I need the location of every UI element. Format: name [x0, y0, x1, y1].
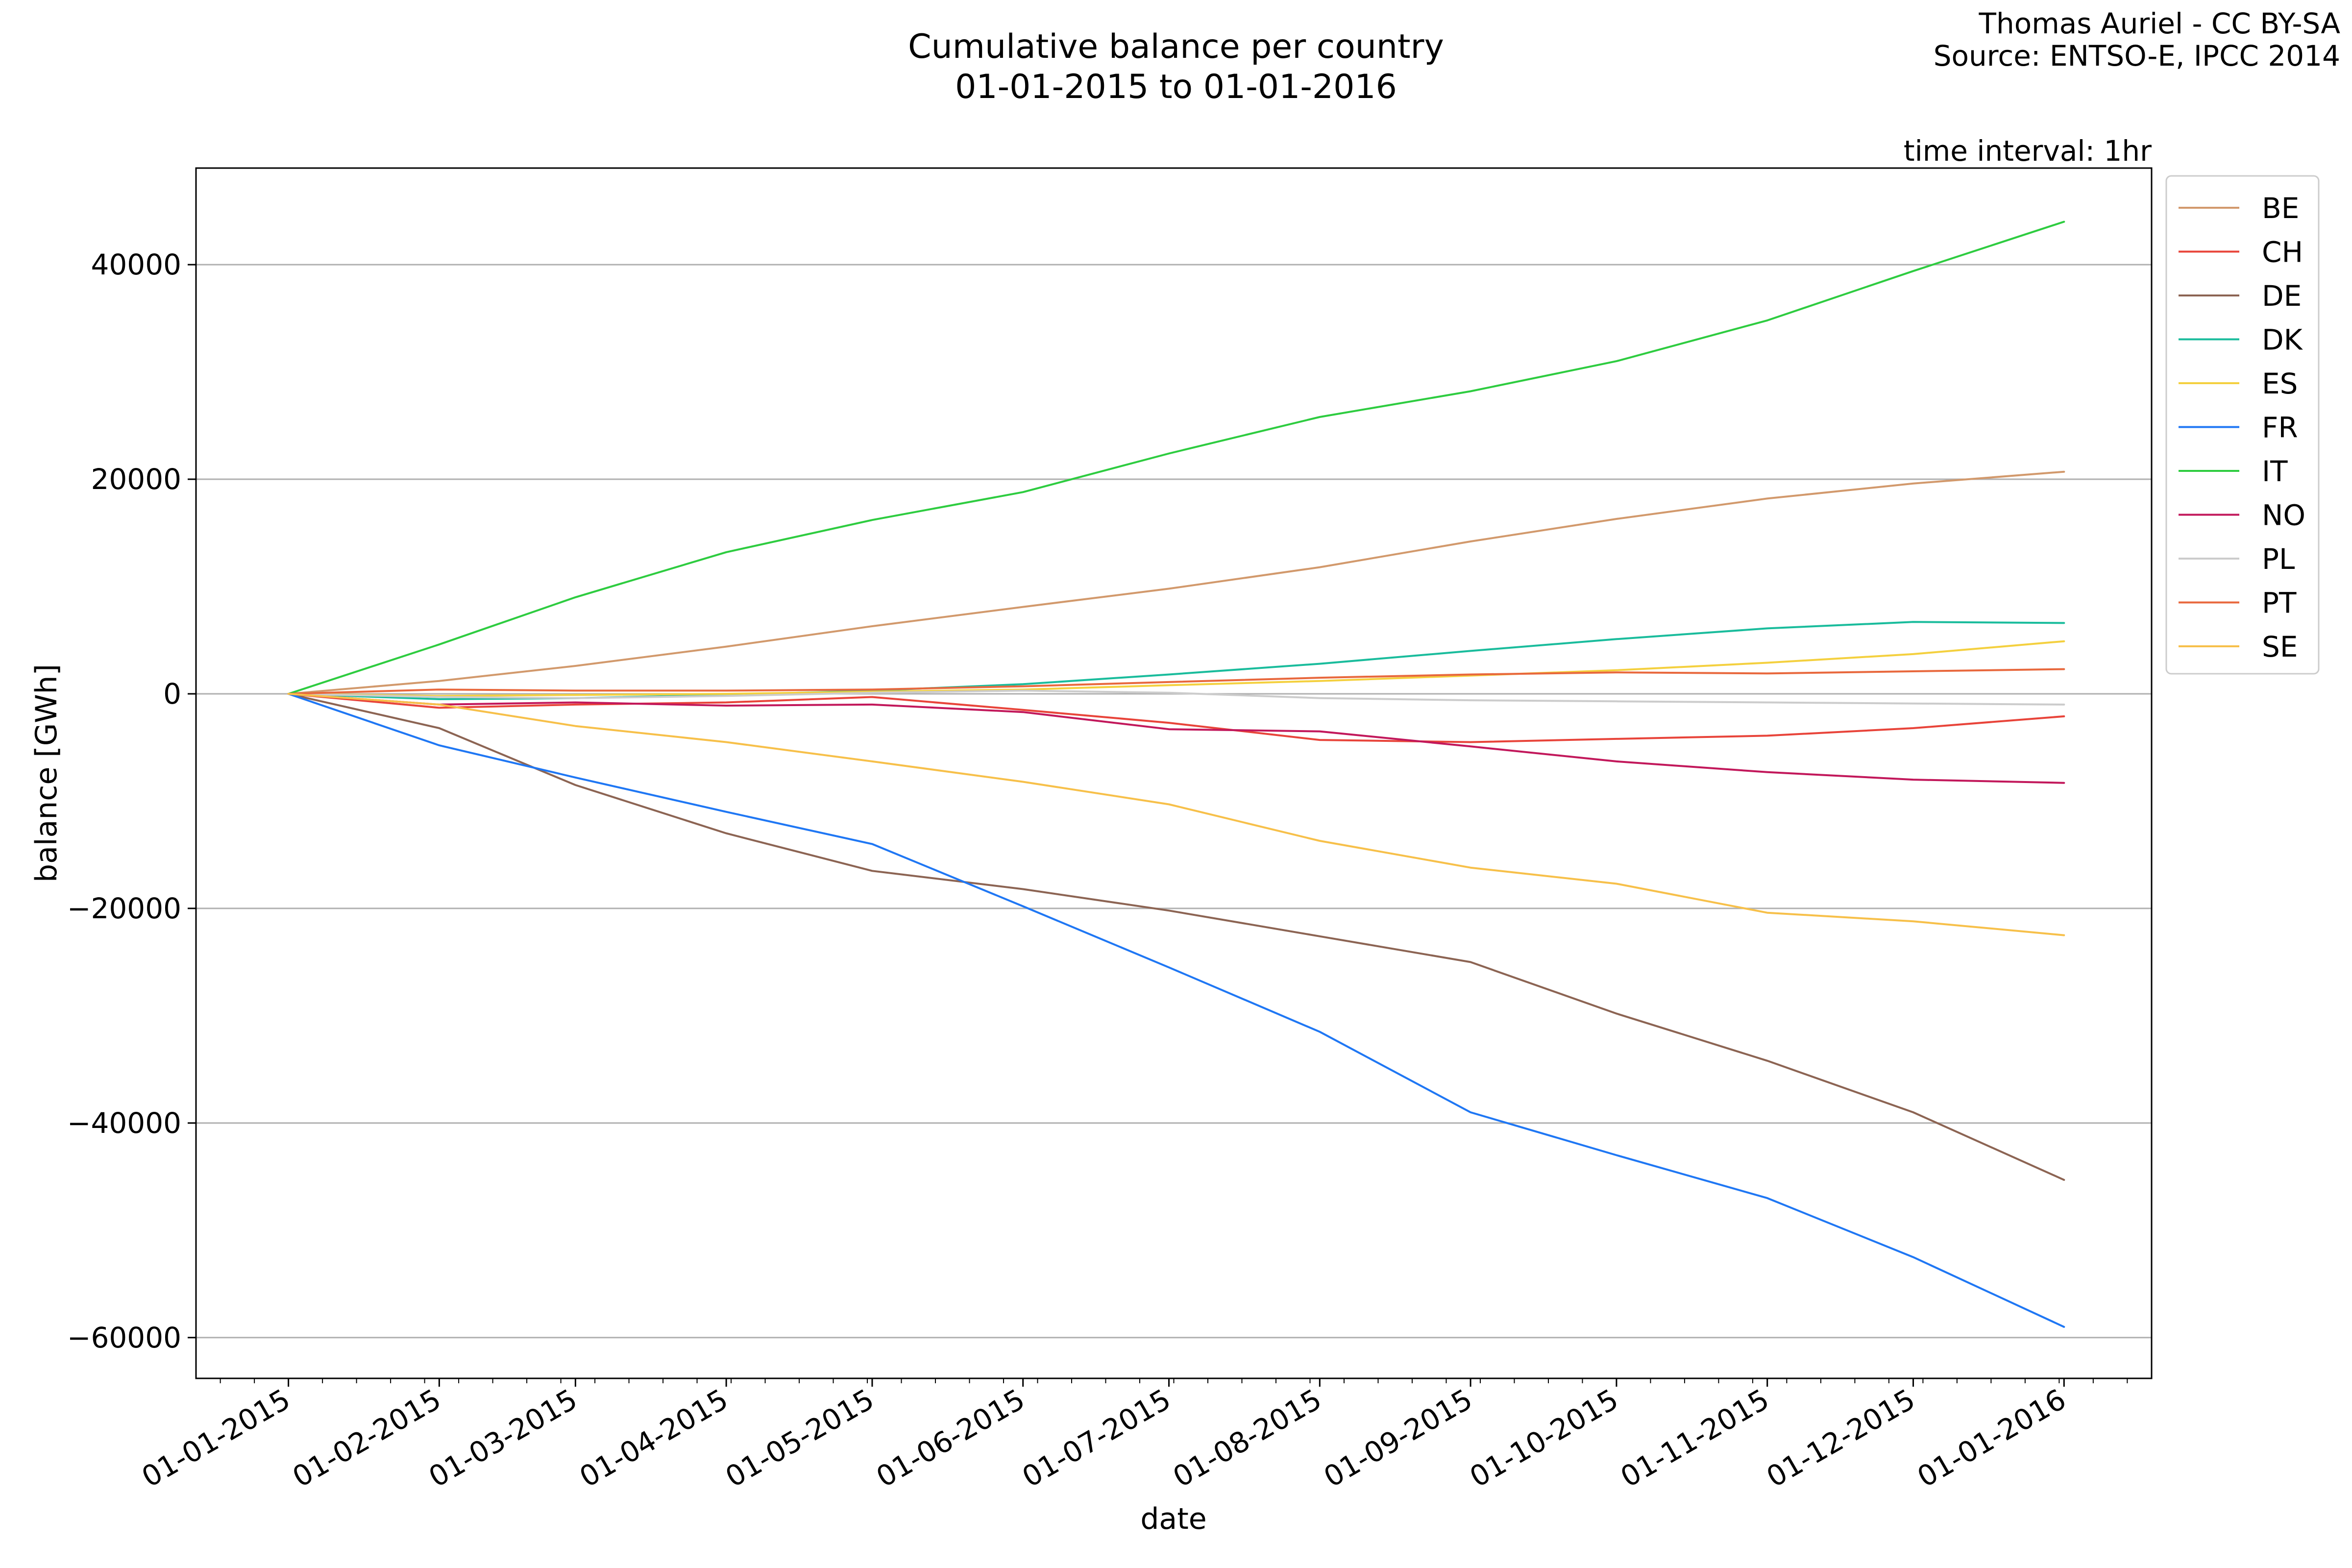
series-lines: [287, 220, 2065, 1328]
x-tick-label: 01-03-2015: [423, 1382, 583, 1494]
x-tick-label: 01-06-2015: [871, 1382, 1030, 1494]
y-tick-label: −60000: [67, 1321, 181, 1354]
chart-credit: Thomas Auriel - CC BY-SA Source: ENTSO-E…: [1934, 7, 2341, 73]
chart-title-line-2: 01-01-2015 to 01-01-2016: [955, 68, 1397, 106]
series-line-pl: [287, 689, 2065, 706]
y-tick-label: −40000: [67, 1106, 181, 1140]
legend-label-es: ES: [2262, 367, 2298, 400]
x-tick-label: 01-11-2015: [1615, 1382, 1775, 1494]
series-line-it: [287, 220, 2065, 695]
x-tick-label: 01-01-2015: [136, 1382, 296, 1494]
x-tick-label: 01-12-2015: [1761, 1382, 1921, 1494]
y-tick-label: −20000: [67, 892, 181, 925]
series-line-se: [287, 693, 2065, 936]
legend-label-be: BE: [2262, 192, 2299, 225]
legend-label-pt: PT: [2262, 587, 2297, 620]
gridlines: [196, 264, 2152, 1339]
x-tick-label: 01-08-2015: [1167, 1382, 1327, 1494]
x-tick-label: 01-09-2015: [1318, 1382, 1478, 1494]
series-line-no: [287, 693, 2065, 784]
y-tick-label: 40000: [91, 248, 181, 281]
plot-frame: [195, 167, 2153, 1379]
legend-label-dk: DK: [2262, 323, 2303, 357]
series-line-fr: [287, 693, 2065, 1328]
legend: BE CH DE DK ES FR IT NO PL PT SE: [2165, 175, 2320, 675]
x-tick-label: 01-02-2015: [287, 1382, 446, 1494]
legend-label-pl: PL: [2262, 542, 2295, 576]
credit-source: Source: ENTSO-E, IPCC 2014: [1934, 39, 2340, 73]
legend-label-de: DE: [2262, 279, 2302, 313]
x-axis-label: date: [1140, 1502, 1206, 1536]
x-tick-label: 01-10-2015: [1464, 1382, 1624, 1494]
series-line-pt: [287, 668, 2065, 695]
x-tick-label: 01-07-2015: [1017, 1382, 1176, 1494]
series-line-ch: [287, 693, 2065, 743]
legend-label-it: IT: [2262, 455, 2288, 488]
legend-label-se: SE: [2262, 630, 2298, 663]
y-tick-label: 0: [163, 677, 181, 710]
y-axis-label: balance [GWh]: [29, 664, 64, 882]
x-tick-label: 01-04-2015: [574, 1382, 734, 1494]
y-axis: 40000 20000 0 −20000 −40000 −60000: [67, 248, 196, 1354]
legend-label-ch: CH: [2262, 236, 2303, 269]
x-tick-label: 01-01-2016: [1911, 1382, 2071, 1494]
chart-title-line-1: Cumulative balance per country: [908, 27, 1444, 66]
x-axis: 01-01-201501-02-201501-03-201501-04-2015…: [136, 1378, 2128, 1494]
legend-label-fr: FR: [2262, 411, 2298, 444]
time-interval-note: time interval: 1hr: [1904, 134, 2152, 168]
credit-author: Thomas Auriel - CC BY-SA: [1979, 7, 2341, 40]
x-tick-label: 01-05-2015: [720, 1382, 880, 1494]
y-tick-label: 20000: [91, 463, 181, 496]
series-line-be: [287, 470, 2065, 695]
chart-title: Cumulative balance per country 01-01-201…: [908, 27, 1444, 106]
series-line-es: [287, 640, 2065, 697]
series-line-de: [287, 693, 2065, 1181]
legend-box: [2165, 175, 2320, 675]
legend-label-no: NO: [2262, 499, 2305, 532]
